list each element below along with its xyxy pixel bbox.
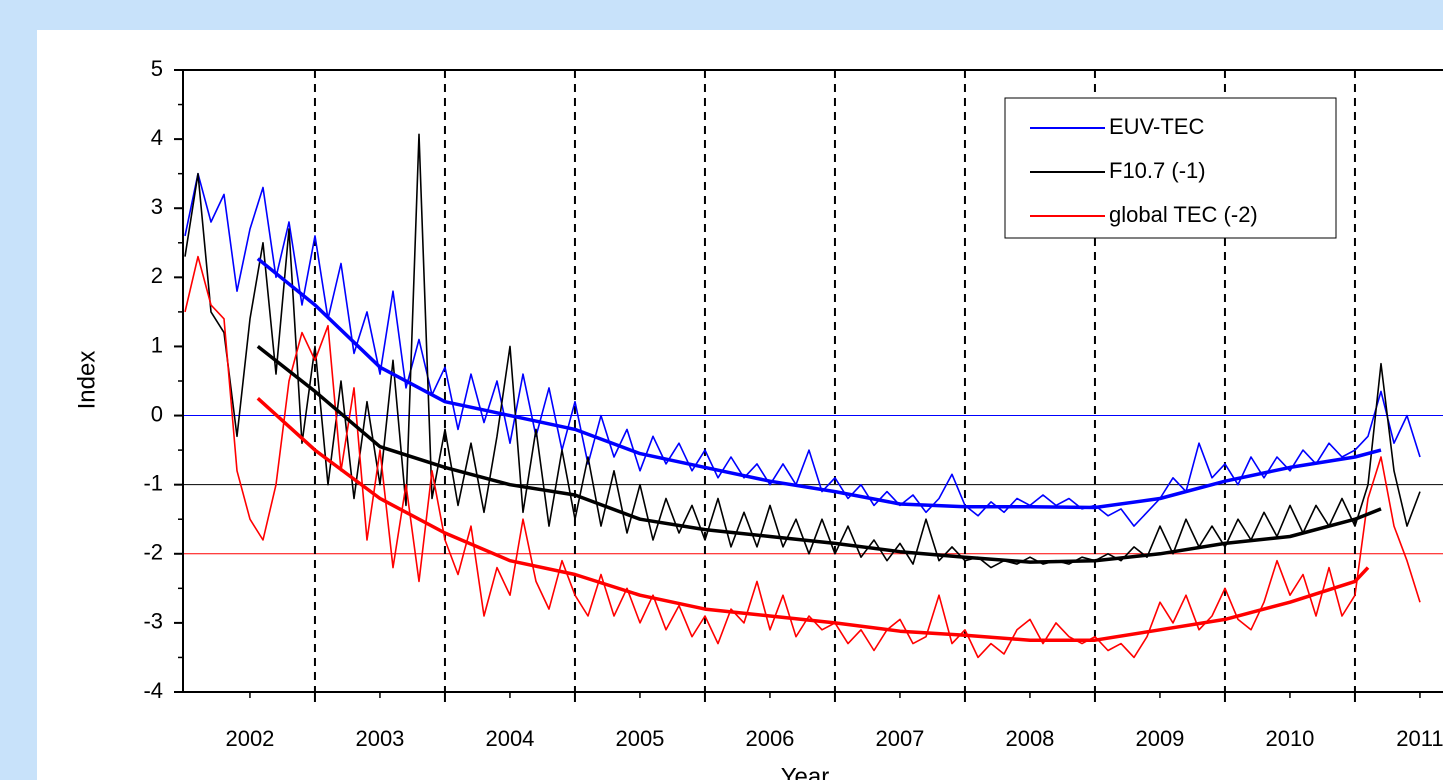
series-line [184,172,1421,527]
legend-label: EUV-TEC [1109,114,1204,139]
y-tick-label: 1 [151,332,163,357]
plot-area [183,70,1443,692]
y-tick-label: 0 [151,401,163,426]
legend-label: F10.7 (-1) [1109,158,1206,183]
y-tick-label: -1 [143,470,163,495]
series-line [184,133,1421,569]
x-tick-label: 2004 [485,726,534,751]
y-tick-label: -2 [143,540,163,565]
x-tick-label: 2009 [1135,726,1184,751]
x-tick-label: 2006 [745,726,794,751]
x-tick-label: 2003 [355,726,404,751]
x-tick-label: 2002 [225,726,274,751]
x-tick-label: 2005 [615,726,664,751]
legend-label: global TEC (-2) [1109,202,1258,227]
y-tick-label: 5 [151,56,163,81]
trend-line [256,345,1382,564]
legend-box [1004,97,1337,239]
x-axis-label: Year [781,763,830,780]
trend-line [256,397,1370,642]
y-tick-label: 3 [151,194,163,219]
y-tick-label: -3 [143,609,163,634]
y-tick-label: 4 [151,125,163,150]
x-tick-label: 2010 [1265,726,1314,751]
series-line [184,255,1421,659]
trend-line [256,257,1382,510]
x-tick-label: 2007 [875,726,924,751]
x-tick-label: 2011 [1396,726,1443,751]
y-tick-label: -4 [143,678,163,703]
y-axis-label: Index [73,351,100,410]
y-tick-label: 2 [151,263,163,288]
x-tick-label: 2008 [1005,726,1054,751]
